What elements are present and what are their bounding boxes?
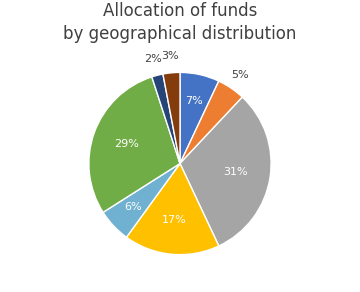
Text: 7%: 7% — [185, 96, 203, 106]
Title: Allocation of funds
by geographical distribution: Allocation of funds by geographical dist… — [63, 2, 297, 43]
Wedge shape — [180, 72, 219, 164]
Text: 29%: 29% — [114, 139, 139, 150]
Wedge shape — [152, 74, 180, 164]
Wedge shape — [180, 97, 271, 246]
Text: 6%: 6% — [125, 202, 142, 212]
Text: 17%: 17% — [162, 215, 187, 225]
Text: 31%: 31% — [224, 167, 248, 177]
Wedge shape — [89, 77, 180, 212]
Wedge shape — [180, 81, 242, 164]
Text: 2%: 2% — [144, 54, 162, 65]
Text: 3%: 3% — [161, 51, 179, 62]
Wedge shape — [103, 164, 180, 237]
Text: 5%: 5% — [231, 69, 249, 80]
Wedge shape — [163, 72, 180, 164]
Wedge shape — [126, 164, 219, 255]
